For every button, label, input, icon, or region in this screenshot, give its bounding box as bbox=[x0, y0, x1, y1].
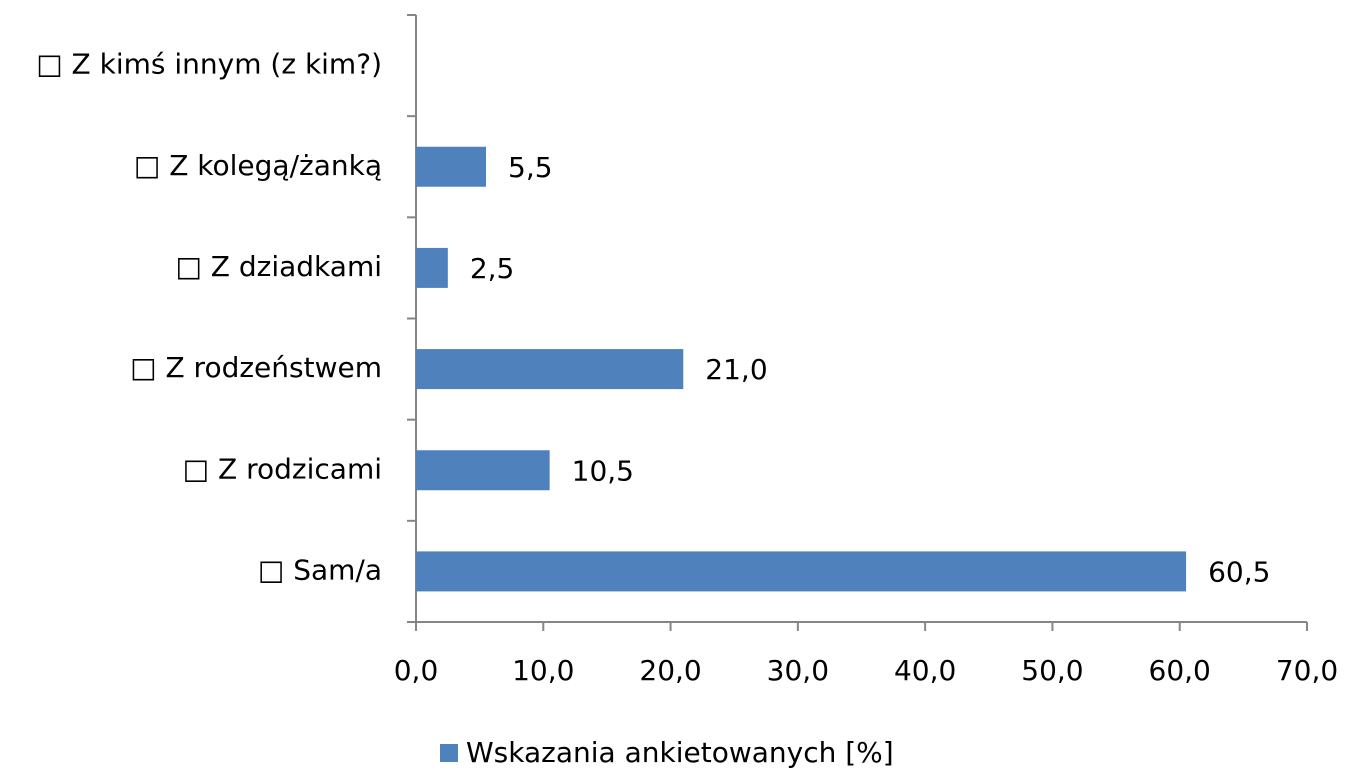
x-tick-label: 20,0 bbox=[639, 654, 701, 687]
x-tick-label: 40,0 bbox=[894, 654, 956, 687]
bar bbox=[416, 146, 487, 187]
y-tick-label: □ Z rodzicami bbox=[183, 452, 382, 485]
x-tick-label: 60,0 bbox=[1149, 654, 1211, 687]
value-label: 21,0 bbox=[705, 353, 767, 386]
bar bbox=[416, 247, 448, 288]
bar bbox=[416, 349, 684, 390]
x-tick-label: 30,0 bbox=[767, 654, 829, 687]
value-label: 60,5 bbox=[1208, 555, 1270, 588]
y-tick-label: □ Z rodzeństwem bbox=[130, 351, 382, 384]
x-tick-label: 10,0 bbox=[512, 654, 574, 687]
value-label: 2,5 bbox=[470, 252, 515, 285]
legend-label: Wskazania ankietowanych [%] bbox=[466, 736, 894, 769]
y-tick-label: □ Z dziadkami bbox=[175, 250, 382, 283]
x-tick-label: 50,0 bbox=[1021, 654, 1083, 687]
value-label: 10,5 bbox=[572, 454, 634, 487]
y-tick-label: □ Z kolegą/żanką bbox=[134, 149, 382, 182]
bar bbox=[416, 450, 550, 491]
x-tick-label: 0,0 bbox=[394, 654, 439, 687]
y-tick-label: □ Z kimś innym (z kim?) bbox=[36, 48, 382, 81]
y-tick-label: □ Sam/a bbox=[258, 553, 382, 586]
value-label: 5,5 bbox=[508, 151, 553, 184]
x-tick-label: 70,0 bbox=[1276, 654, 1338, 687]
legend-swatch bbox=[440, 744, 458, 762]
bar bbox=[416, 551, 1187, 592]
